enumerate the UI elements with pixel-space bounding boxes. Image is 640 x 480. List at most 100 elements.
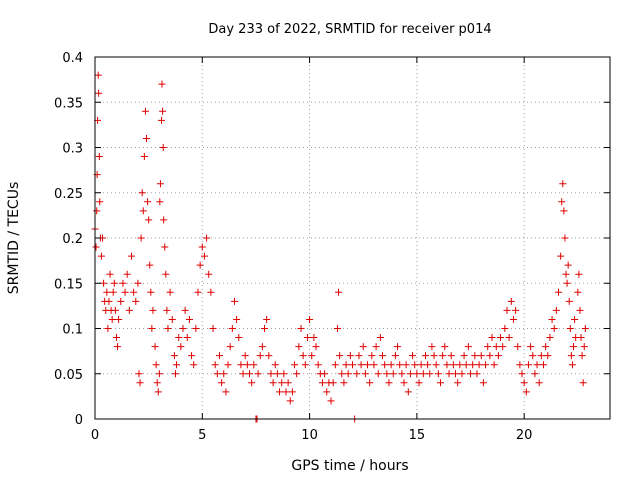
data-point [323, 388, 331, 396]
data-point [237, 361, 245, 369]
data-point [567, 352, 575, 360]
data-point [396, 361, 404, 369]
data-point [568, 361, 576, 369]
data-point [139, 207, 147, 215]
data-point [145, 216, 153, 224]
data-point [391, 352, 399, 360]
data-point [555, 288, 562, 296]
data-point [492, 343, 500, 351]
data-point [246, 370, 253, 378]
data-point [473, 370, 481, 378]
data-point [430, 352, 438, 360]
data-point [436, 379, 444, 387]
data-point [295, 343, 303, 351]
y-tick-label: 0 [75, 413, 83, 428]
data-point [111, 306, 119, 314]
data-point [198, 243, 206, 251]
data-point [469, 361, 477, 369]
data-point [505, 334, 513, 342]
data-point [477, 352, 485, 360]
data-point [243, 361, 251, 369]
data-point [148, 325, 156, 332]
data-point [220, 370, 228, 378]
data-point [577, 334, 585, 342]
data-point [228, 325, 236, 332]
data-point [464, 343, 472, 351]
data-point [428, 343, 436, 351]
data-point [558, 198, 566, 206]
data-point [576, 306, 584, 314]
data-point [417, 361, 425, 369]
data-point [434, 370, 442, 378]
data-point [291, 361, 299, 369]
data-point [171, 370, 179, 378]
data-point [143, 134, 150, 142]
data-point [310, 334, 318, 342]
data-point [402, 361, 410, 369]
data-point [447, 352, 455, 360]
data-point [125, 306, 133, 314]
data-point [278, 379, 286, 387]
data-point [482, 361, 490, 369]
data-point [452, 370, 459, 378]
data-point [490, 361, 498, 369]
data-point [127, 252, 135, 260]
data-point [156, 198, 164, 206]
data-point [518, 370, 526, 378]
data-point [159, 144, 167, 151]
data-point [108, 315, 116, 323]
data-point [379, 352, 387, 360]
data-point [368, 352, 376, 360]
data-point [537, 352, 545, 360]
data-point [329, 379, 337, 387]
data-point [546, 334, 554, 342]
data-point [509, 315, 517, 323]
data-point [439, 352, 447, 360]
data-point [185, 315, 193, 323]
data-point [258, 343, 266, 351]
data-point [117, 297, 125, 305]
data-point [406, 370, 414, 378]
data-point [349, 361, 356, 369]
data-point [156, 180, 164, 188]
data-point [96, 198, 104, 206]
data-point [544, 352, 552, 360]
data-point [95, 153, 103, 161]
data-point [581, 325, 589, 332]
y-axis-label: SRMTID / TECUs [6, 182, 22, 295]
data-point [353, 370, 361, 378]
data-point [159, 107, 167, 115]
data-point [121, 288, 129, 296]
data-point [132, 297, 140, 305]
data-point [109, 288, 117, 296]
data-point [552, 306, 560, 314]
data-point [97, 252, 105, 260]
x-tick-label: 10 [301, 428, 318, 443]
data-point [404, 388, 412, 396]
data-point [398, 370, 406, 378]
data-point [93, 207, 101, 215]
data-point [115, 315, 123, 323]
data-point [563, 279, 571, 287]
data-point [140, 153, 148, 161]
chart-title: Day 233 of 2022, SRMTID for receiver p01… [208, 22, 491, 37]
y-tick-label: 0.3 [62, 142, 83, 157]
data-point [524, 361, 532, 369]
y-tick-label: 0.2 [62, 232, 83, 247]
data-point [153, 379, 161, 387]
data-point [154, 388, 162, 396]
data-point [370, 361, 378, 369]
data-point [213, 370, 221, 378]
data-point [520, 379, 528, 387]
data-point [166, 288, 174, 296]
data-point [168, 315, 176, 323]
data-point [516, 361, 524, 369]
data-point [456, 361, 464, 369]
data-point [562, 270, 570, 278]
data-point [374, 370, 382, 378]
data-point [301, 361, 309, 369]
x-tick-label: 0 [91, 428, 99, 443]
data-point [578, 352, 586, 360]
data-point [106, 270, 114, 278]
x-tick-label: 5 [198, 428, 206, 443]
